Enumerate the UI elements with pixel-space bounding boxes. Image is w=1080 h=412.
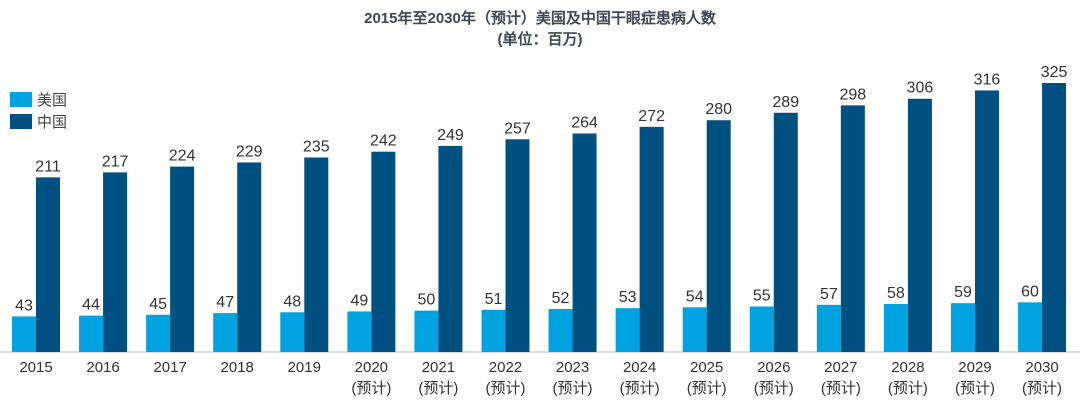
x-tick-label: 2018 xyxy=(221,359,254,376)
bar-china-2016 xyxy=(103,172,128,352)
bar-china-2021 xyxy=(438,145,463,352)
bar-china-2022 xyxy=(505,139,530,352)
bar-us-2030 xyxy=(1018,302,1043,352)
data-label-china-2022: 257 xyxy=(504,120,531,137)
bar-us-2024 xyxy=(615,308,640,352)
x-tick-label: 2021 xyxy=(422,359,455,376)
x-tick-label: 2029 xyxy=(958,359,991,376)
x-tick-note: (预计) xyxy=(620,380,660,397)
bar-us-2019 xyxy=(280,312,305,352)
bar-china-2029 xyxy=(974,90,999,353)
data-label-us-2019: 48 xyxy=(283,293,301,310)
x-tick-note: (预计) xyxy=(955,380,995,397)
x-tick-label: 2015 xyxy=(19,359,52,376)
x-tick-label: 2026 xyxy=(757,359,790,376)
data-label-china-2028: 306 xyxy=(907,80,934,97)
bar-china-2026 xyxy=(773,112,798,352)
x-tick-note: (预计) xyxy=(418,380,458,397)
legend: 美国 中国 xyxy=(10,92,67,131)
x-tick-label: 2016 xyxy=(86,359,119,376)
data-label-china-2025: 280 xyxy=(705,101,732,118)
data-label-china-2019: 235 xyxy=(303,138,330,155)
data-label-china-2016: 217 xyxy=(102,153,129,170)
data-label-us-2018: 47 xyxy=(216,294,234,311)
bar-us-2018 xyxy=(213,313,238,352)
bar-china-2017 xyxy=(170,166,195,352)
x-tick-label: 2025 xyxy=(690,359,723,376)
bar-china-2030 xyxy=(1042,83,1067,352)
data-label-us-2020: 49 xyxy=(350,292,368,309)
chart-title: 2015年至2030年（预计）美国及中国干眼症患病人数 xyxy=(364,9,717,27)
data-label-china-2015: 211 xyxy=(35,158,61,175)
bar-china-2023 xyxy=(572,133,597,352)
bar-us-2020 xyxy=(347,311,372,352)
chart-subtitle: (单位：百万) xyxy=(498,30,583,48)
legend-label-china: 中国 xyxy=(37,114,67,131)
data-label-us-2022: 51 xyxy=(485,291,503,308)
bar-us-2016 xyxy=(79,315,104,352)
bar-china-2025 xyxy=(706,120,731,352)
bar-china-2018 xyxy=(237,162,262,352)
data-label-china-2026: 289 xyxy=(772,94,799,111)
x-tick-note: (预计) xyxy=(351,380,391,397)
data-label-us-2017: 45 xyxy=(149,296,167,313)
data-label-china-2018: 229 xyxy=(236,143,263,160)
data-label-china-2024: 272 xyxy=(638,108,665,125)
bar-us-2023 xyxy=(548,308,573,352)
x-tick-note: (预计) xyxy=(888,380,928,397)
legend-label-us: 美国 xyxy=(37,92,67,109)
bar-china-2019 xyxy=(304,157,329,352)
x-tick-note: (预计) xyxy=(754,380,794,397)
x-tick-note: (预计) xyxy=(687,380,727,397)
legend-swatch-china xyxy=(10,114,32,129)
x-tick-note: (预计) xyxy=(553,380,593,397)
x-tick-label: 2030 xyxy=(1025,359,1058,376)
data-label-china-2023: 264 xyxy=(571,114,598,131)
x-tick-label: 2019 xyxy=(288,359,321,376)
x-tick-label: 2017 xyxy=(153,359,186,376)
x-tick-label: 2027 xyxy=(824,359,857,376)
bar-us-2017 xyxy=(146,314,171,352)
data-label-us-2016: 44 xyxy=(82,297,100,314)
data-label-china-2027: 298 xyxy=(839,86,866,103)
bar-us-2025 xyxy=(682,307,707,352)
x-tick-note: (预计) xyxy=(821,380,861,397)
bar-us-2026 xyxy=(749,306,774,352)
bar-china-2015 xyxy=(36,177,60,352)
data-label-us-2028: 58 xyxy=(887,285,905,302)
bar-china-2024 xyxy=(639,126,664,352)
data-label-china-2021: 249 xyxy=(437,127,464,144)
data-label-us-2026: 55 xyxy=(753,287,771,304)
data-label-china-2029: 316 xyxy=(974,71,1001,88)
bar-us-2029 xyxy=(950,303,975,352)
data-label-us-2027: 57 xyxy=(820,286,838,303)
x-tick-label: 2028 xyxy=(891,359,924,376)
data-label-us-2029: 59 xyxy=(954,284,972,301)
data-label-us-2015: 43 xyxy=(15,297,33,314)
x-tick-note: (预计) xyxy=(485,380,525,397)
bar-us-2027 xyxy=(816,304,841,352)
data-label-us-2024: 53 xyxy=(619,289,637,306)
x-tick-label: 2022 xyxy=(489,359,522,376)
x-tick-label: 2020 xyxy=(355,359,388,376)
data-label-china-2017: 224 xyxy=(169,148,196,165)
data-label-us-2023: 52 xyxy=(552,290,570,307)
bar-us-2021 xyxy=(414,310,439,352)
x-tick-label: 2023 xyxy=(556,359,589,376)
bar-china-2028 xyxy=(907,98,932,352)
data-label-china-2020: 242 xyxy=(370,133,397,150)
x-tick-note: (预计) xyxy=(1022,380,1062,397)
bar-china-2027 xyxy=(840,105,865,353)
bar-us-2015 xyxy=(12,316,36,352)
bar-china-2020 xyxy=(371,151,396,352)
x-tick-label: 2024 xyxy=(623,359,656,376)
bar-us-2028 xyxy=(883,303,908,352)
legend-swatch-us xyxy=(10,92,32,107)
data-label-china-2030: 325 xyxy=(1041,64,1068,81)
data-label-us-2021: 50 xyxy=(418,292,436,309)
data-label-us-2030: 60 xyxy=(1021,283,1039,300)
data-label-us-2025: 54 xyxy=(686,288,704,305)
bar-us-2022 xyxy=(481,309,506,352)
